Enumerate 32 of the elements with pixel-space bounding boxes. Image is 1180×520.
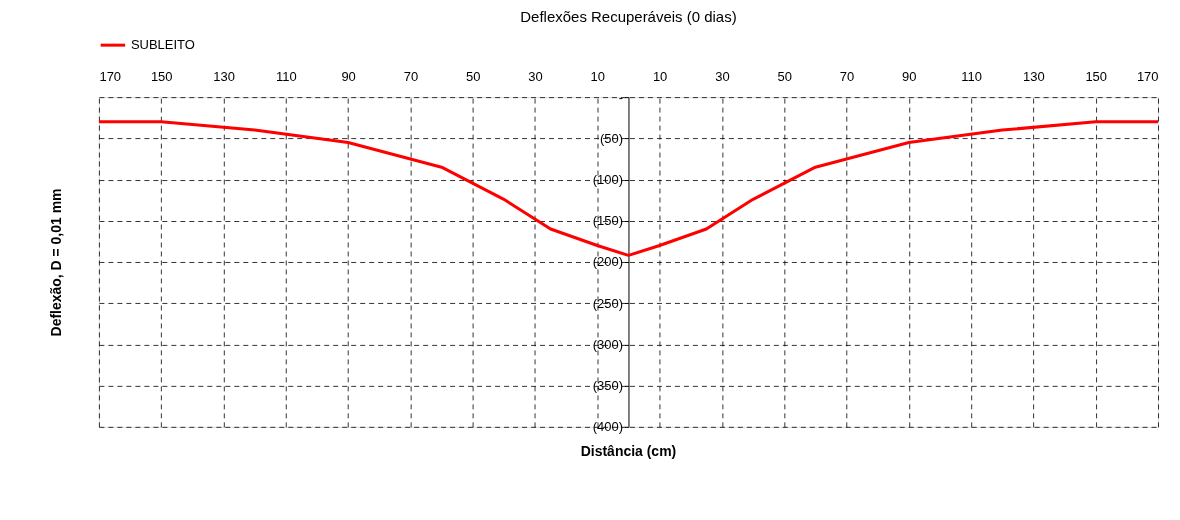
- x-tick-label: 110: [275, 68, 297, 84]
- y-tick-label: -: [618, 89, 623, 105]
- x-tick-label: 110: [961, 68, 982, 84]
- y-tick-label: (100): [592, 172, 623, 188]
- y-tick-label: (300): [592, 336, 623, 352]
- x-tick-label: 50: [777, 68, 792, 84]
- x-tick-label: 130: [1023, 68, 1045, 84]
- x-tick-label: 90: [902, 68, 917, 84]
- y-tick-label: (150): [592, 213, 623, 229]
- y-tick-label: (50): [599, 130, 623, 146]
- x-tick-label: 130: [213, 68, 235, 84]
- legend-label: SUBLEITO: [130, 37, 195, 53]
- x-tick-label: 30: [528, 68, 543, 84]
- x-tick-label: 150: [1085, 68, 1108, 84]
- chart-title: Deflexões Recuperáveis (0 dias): [520, 8, 737, 26]
- x-tick-label: 70: [403, 68, 419, 84]
- x-tick-label: 50: [466, 68, 481, 84]
- y-tick-label: (200): [592, 254, 623, 270]
- x-tick-label: 170: [99, 68, 122, 84]
- x-tick-label: 70: [839, 68, 855, 84]
- x-tick-label: 150: [150, 68, 173, 84]
- x-tick-label: 90: [341, 68, 356, 84]
- x-tick-label: 170: [1136, 68, 1159, 84]
- x-tick-label: 30: [715, 68, 730, 84]
- y-tick-label: (250): [592, 295, 623, 311]
- y-axis-title: Deflexão, D = 0,01 mm: [48, 188, 65, 337]
- y-tick-label: (400): [592, 419, 623, 435]
- line-series: [97, 120, 1160, 257]
- x-tick-label: 10: [652, 68, 668, 84]
- x-tick-label: 10: [590, 68, 606, 84]
- x-axis-title: Distância (cm): [580, 442, 677, 459]
- y-tick-label: (350): [592, 378, 623, 394]
